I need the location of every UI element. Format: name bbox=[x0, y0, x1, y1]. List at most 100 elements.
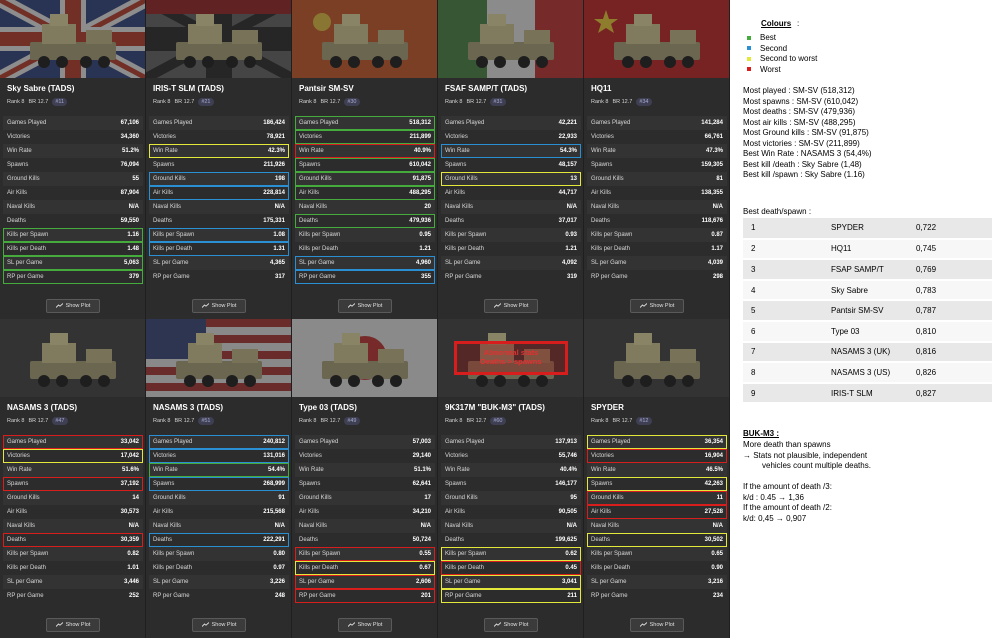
stat-label: RP per Game bbox=[153, 593, 190, 599]
show-plot-button[interactable]: Show Plot bbox=[192, 299, 246, 313]
stat-value: 252 bbox=[128, 593, 139, 599]
stat-value: 46.5% bbox=[705, 467, 723, 473]
legend-item: Second bbox=[747, 44, 787, 53]
stat-row-rp-per-game: RP per Game 355 bbox=[295, 270, 435, 284]
show-plot-button[interactable]: Show Plot bbox=[630, 299, 684, 313]
stat-label: Air Kills bbox=[299, 190, 320, 196]
stat-value: 0.80 bbox=[273, 551, 285, 557]
stat-label: Win Rate bbox=[299, 467, 324, 473]
stat-label: Win Rate bbox=[445, 467, 470, 473]
chart-trend-icon bbox=[201, 621, 209, 629]
stat-label: Naval Kills bbox=[445, 523, 474, 529]
rank-row: 8 NASAMS 3 (US) 0,826 bbox=[743, 362, 992, 384]
show-plot-button[interactable]: Show Plot bbox=[630, 618, 684, 632]
rank-cell: 5 bbox=[743, 300, 823, 322]
stat-label: Deaths bbox=[445, 537, 465, 543]
stat-label: SL per Game bbox=[7, 260, 43, 266]
show-plot-button[interactable]: Show Plot bbox=[338, 618, 392, 632]
stat-value: 0.82 bbox=[127, 551, 139, 557]
stat-label: Kills per Death bbox=[153, 246, 193, 252]
rank-cell: Pantsir SM-SV bbox=[823, 300, 908, 322]
vehicle-card: NASAMS 3 (TADS) Rank 8 BR 12.7 #51 Games Pla… bbox=[146, 319, 292, 638]
vehicle-image bbox=[292, 0, 437, 78]
stat-value: 33,042 bbox=[120, 439, 139, 445]
rank-cell: 0,769 bbox=[908, 259, 992, 281]
stat-label: Games Played bbox=[591, 439, 631, 445]
stat-row-naval-kills: Naval Kills N/A bbox=[149, 519, 289, 533]
notes-panel: Colours : Best Second Second to worst Worst… bbox=[742, 0, 994, 638]
stat-value: 3,446 bbox=[123, 579, 139, 585]
vehicle-name: Type 03 (TADS) bbox=[299, 403, 357, 412]
stat-value: N/A bbox=[712, 523, 723, 529]
stat-label: Games Played bbox=[7, 120, 47, 126]
stat-row-spawns: Spawns 610,042 bbox=[295, 158, 435, 172]
stat-label: Kills per Spawn bbox=[7, 232, 49, 238]
buk-title: BUK-M3 : bbox=[743, 429, 779, 438]
stats-table: Games Played 240,812 Victories 131,016 Win R… bbox=[149, 435, 289, 603]
stat-label: Ground Kills bbox=[299, 176, 332, 182]
rank-cell: Type 03 bbox=[823, 320, 908, 343]
stat-value: 0.97 bbox=[273, 565, 285, 571]
stat-label: SL per Game bbox=[153, 260, 189, 266]
stat-value: 5,063 bbox=[123, 260, 139, 266]
stat-row-win-rate: Win Rate 51.2% bbox=[3, 144, 143, 158]
legend-swatch bbox=[747, 35, 751, 40]
stat-row-spawns: Spawns 159,305 bbox=[587, 158, 727, 172]
stat-label: Victories bbox=[153, 453, 176, 459]
stat-row-victories: Victories 29,140 bbox=[295, 449, 435, 463]
vehicle-name: Pantsir SM-SV bbox=[299, 84, 354, 93]
stat-label: RP per Game bbox=[299, 274, 336, 280]
stat-value: 76,094 bbox=[120, 162, 139, 168]
overlay-text: Deaths > spawns bbox=[480, 357, 542, 366]
stat-value: 42,263 bbox=[704, 481, 723, 487]
show-plot-button[interactable]: Show Plot bbox=[484, 299, 538, 313]
summary-stat-line: Most played : SM-SV (518,312) bbox=[743, 86, 855, 95]
stat-label: Naval Kills bbox=[299, 523, 328, 529]
stat-label: Naval Kills bbox=[299, 204, 328, 210]
stat-label: Spawns bbox=[445, 162, 467, 168]
stat-label: Win Rate bbox=[7, 148, 32, 154]
chart-trend-icon bbox=[493, 621, 501, 629]
vehicle-card: Abnormal stats Deaths > spawns 9K317M "BUK… bbox=[438, 319, 584, 638]
stat-value: N/A bbox=[128, 204, 139, 210]
rank-row: 5 Pantsir SM-SV 0,787 bbox=[743, 300, 992, 322]
stat-label: Air Kills bbox=[7, 509, 28, 515]
stat-label: Kills per Death bbox=[591, 565, 631, 571]
stat-label: RP per Game bbox=[445, 274, 482, 280]
stat-value: 0.67 bbox=[419, 565, 431, 571]
vehicle-card: Type 03 (TADS) Rank 8 BR 12.7 #49 Games Play… bbox=[292, 319, 438, 638]
stat-value: 298 bbox=[712, 274, 723, 280]
stat-value: 211 bbox=[567, 593, 577, 599]
vehicle-name: FSAF SAMP/T (TADS) bbox=[445, 84, 528, 93]
stat-row-kills-per-death: Kills per Death 1.21 bbox=[295, 242, 435, 256]
stat-label: Win Rate bbox=[153, 467, 178, 473]
rank-cell: 0,722 bbox=[908, 218, 992, 240]
stat-value: 379 bbox=[128, 274, 139, 280]
vehicle-card: HQ11 Rank 8 BR 12.7 #34 Games Played 141,284 V… bbox=[584, 0, 730, 319]
stat-label: Victories bbox=[7, 134, 30, 140]
show-plot-button[interactable]: Show Plot bbox=[46, 618, 100, 632]
stat-row-kills-per-death: Kills per Death 1.31 bbox=[149, 242, 289, 256]
rank-badge: Rank 8 bbox=[445, 418, 463, 424]
show-plot-label: Show Plot bbox=[503, 622, 529, 628]
stat-value: N/A bbox=[566, 523, 577, 529]
stat-label: Kills per Death bbox=[7, 565, 47, 571]
buk-note-line: k/d : 0.45 → 1,36 bbox=[743, 492, 804, 502]
show-plot-button[interactable]: Show Plot bbox=[484, 618, 538, 632]
vehicle-badges: Rank 8 BR 12.7 #12 bbox=[591, 417, 656, 425]
stat-row-rp-per-game: RP per Game 317 bbox=[149, 270, 289, 284]
vehicle-card: NASAMS 3 (TADS) Rank 8 BR 12.7 #47 Games Pla… bbox=[0, 319, 146, 638]
stat-value: 1.16 bbox=[127, 232, 139, 238]
vehicle-card: Sky Sabre (TADS) Rank 8 BR 12.7 #11 Games Pl… bbox=[0, 0, 146, 319]
show-plot-button[interactable]: Show Plot bbox=[46, 299, 100, 313]
stat-label: Kills per Spawn bbox=[591, 551, 633, 557]
vehicle-image bbox=[146, 319, 291, 397]
stat-label: SL per Game bbox=[445, 260, 481, 266]
stat-row-victories: Victories 131,016 bbox=[149, 449, 289, 463]
chart-trend-icon bbox=[347, 302, 355, 310]
death-spawn-ranking-table: 1 SPYDER 0,722 2 HQ11 0,745 3 FSAP SAMP/T 0,769 4… bbox=[743, 218, 992, 405]
show-plot-button[interactable]: Show Plot bbox=[338, 299, 392, 313]
stat-label: Kills per Death bbox=[299, 246, 339, 252]
vehicle-badges: Rank 8 BR 12.7 #51 bbox=[153, 417, 218, 425]
show-plot-button[interactable]: Show Plot bbox=[192, 618, 246, 632]
